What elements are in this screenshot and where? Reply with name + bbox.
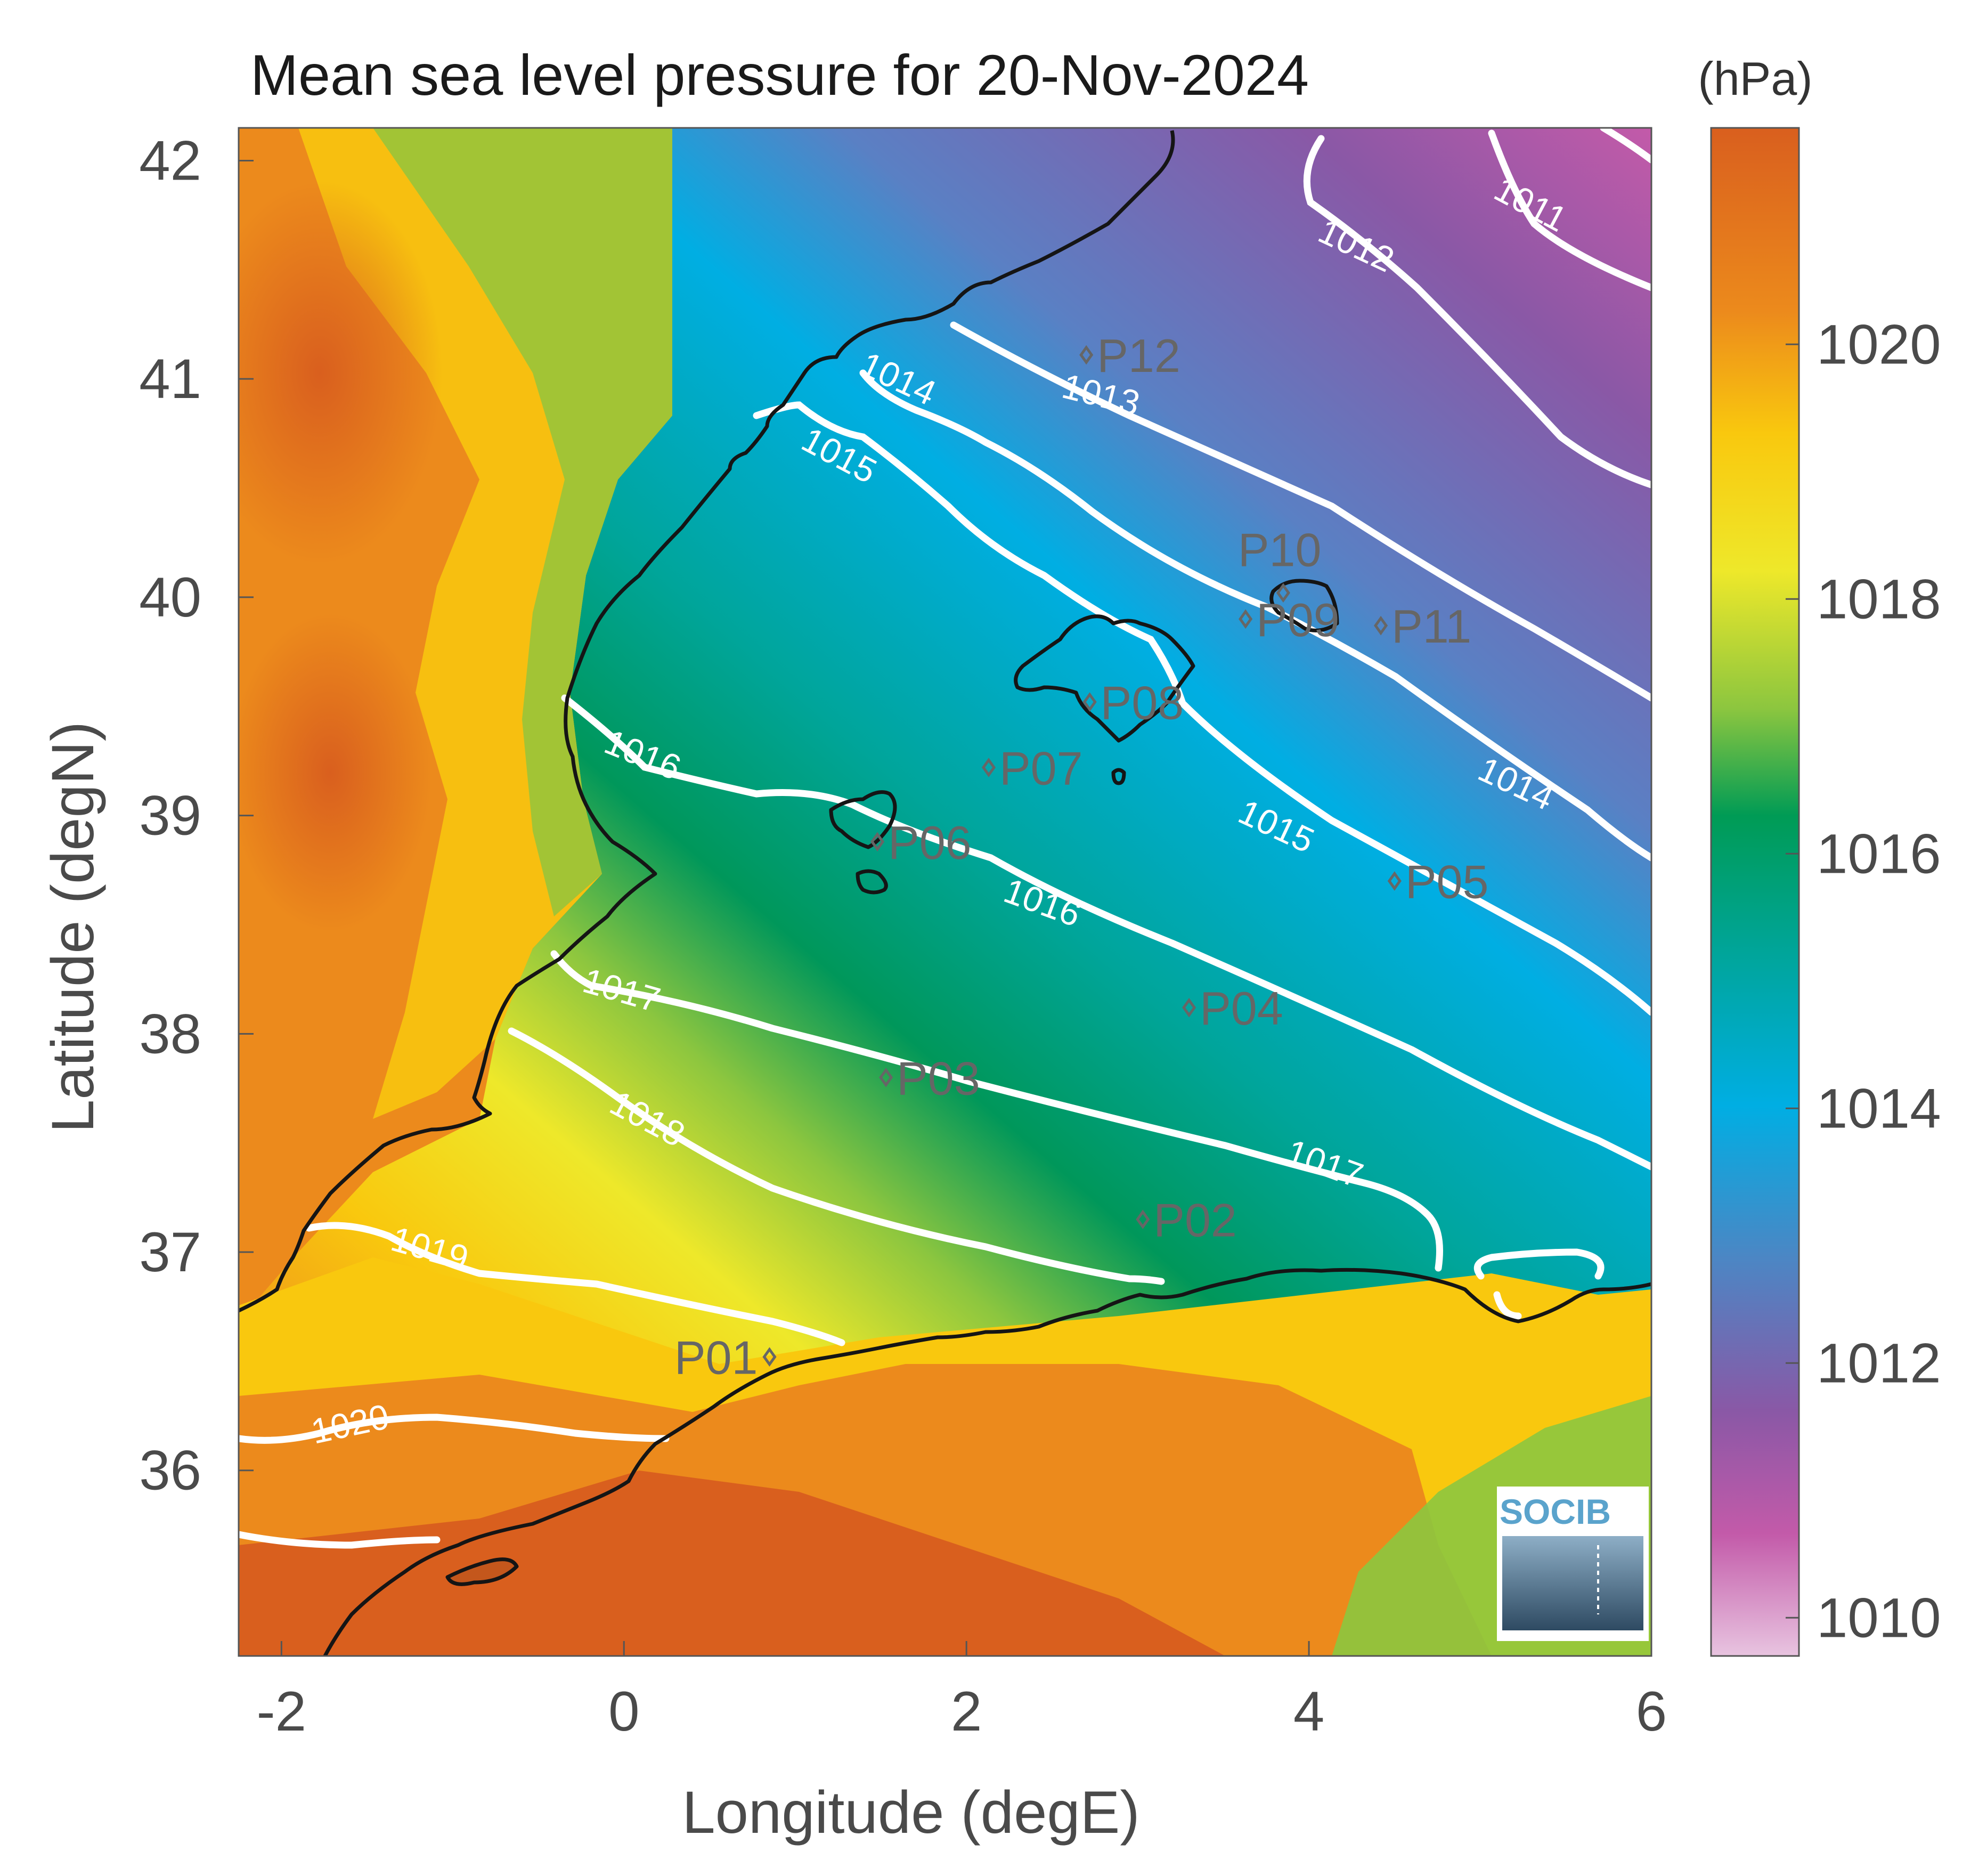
station-label-p04: P04 — [1200, 982, 1283, 1035]
station-marker-p01 — [762, 1347, 777, 1367]
x-tick-label: 2 — [951, 1680, 982, 1743]
station-marker-p09 — [1239, 609, 1253, 629]
x-tick-label: -2 — [257, 1680, 306, 1743]
colorbar-tick-label: 1014 — [1817, 1077, 1941, 1140]
y-tick-label: 40 — [139, 566, 201, 629]
colorbar: (hPa) 1010 1012 1014 1016 1018 1020 — [1698, 52, 1941, 1657]
station-marker-p05 — [1387, 871, 1402, 891]
station-marker-p08 — [1082, 692, 1097, 712]
station-marker-p04 — [1182, 997, 1196, 1018]
iberia-green-fringe — [373, 128, 672, 916]
y-tick-label: 42 — [139, 129, 201, 192]
y-tick-label: 39 — [139, 785, 201, 847]
y-axis-label: Latitude (degN) — [39, 721, 106, 1133]
station-label-p03: P03 — [897, 1052, 980, 1105]
station-label-p01: P01 — [674, 1331, 758, 1384]
y-tick-label: 38 — [139, 1003, 201, 1065]
colorbar-gradient — [1710, 127, 1800, 1657]
y-tick-label: 37 — [139, 1221, 201, 1284]
colorbar-tick-label: 1020 — [1817, 313, 1941, 376]
y-axis: 36 37 38 39 40 41 42 — [139, 129, 254, 1502]
isobar-lines — [239, 128, 1651, 1549]
iberia-high-core-south — [239, 613, 431, 932]
colorbar-ticks: 1010 1012 1014 1016 1018 1020 — [1786, 313, 1941, 1649]
x-tick-label: 6 — [1636, 1680, 1667, 1743]
x-tick-label: 0 — [608, 1680, 639, 1743]
colorbar-tick-label: 1016 — [1817, 823, 1941, 885]
station-marker-p07 — [981, 758, 996, 777]
iberia-high-core — [239, 181, 442, 565]
station-marker-p02 — [1136, 1209, 1150, 1229]
colorbar-tick-label: 1010 — [1817, 1587, 1941, 1649]
station-label-p08: P08 — [1101, 677, 1184, 729]
station-label-p12: P12 — [1097, 329, 1180, 382]
colorbar-tick-label: 1012 — [1817, 1332, 1941, 1394]
station-marker-p11 — [1374, 615, 1388, 636]
y-tick-label: 41 — [139, 348, 201, 410]
station-marker-p06 — [870, 832, 885, 852]
map-frame — [238, 127, 1652, 1657]
map-title: Mean sea level pressure for 20-Nov-2024 — [250, 43, 1309, 107]
station-markers: P01 P02 P03 P04 P05 P06 P07 P08 P09 P10 P11 P12 — [674, 329, 1488, 1384]
x-axis-label: Longitude (degE) — [682, 1779, 1139, 1846]
africa-high-core — [239, 1471, 1225, 1656]
x-axis: -2 0 2 4 6 — [257, 1641, 1667, 1743]
station-marker-p03 — [879, 1067, 893, 1087]
station-label-p02: P02 — [1153, 1194, 1237, 1247]
station-label-p07: P07 — [999, 742, 1083, 794]
x-tick-label: 4 — [1293, 1680, 1324, 1743]
station-label-p05: P05 — [1405, 856, 1489, 908]
colorbar-tick-label: 1018 — [1817, 568, 1941, 630]
station-label-p06: P06 — [888, 816, 972, 869]
y-tick-label: 36 — [139, 1440, 201, 1502]
station-label-p09: P09 — [1256, 594, 1340, 646]
station-label-p10: P10 — [1238, 524, 1322, 576]
colorbar-unit: (hPa) — [1698, 52, 1812, 105]
socib-logo-text: SOCIB — [1500, 1492, 1611, 1531]
station-marker-p10 — [1276, 583, 1290, 603]
coastlines — [239, 130, 1651, 1656]
socib-logo: SOCIB — [1497, 1487, 1649, 1641]
station-marker-p12 — [1079, 345, 1094, 365]
station-label-p11: P11 — [1391, 600, 1471, 653]
